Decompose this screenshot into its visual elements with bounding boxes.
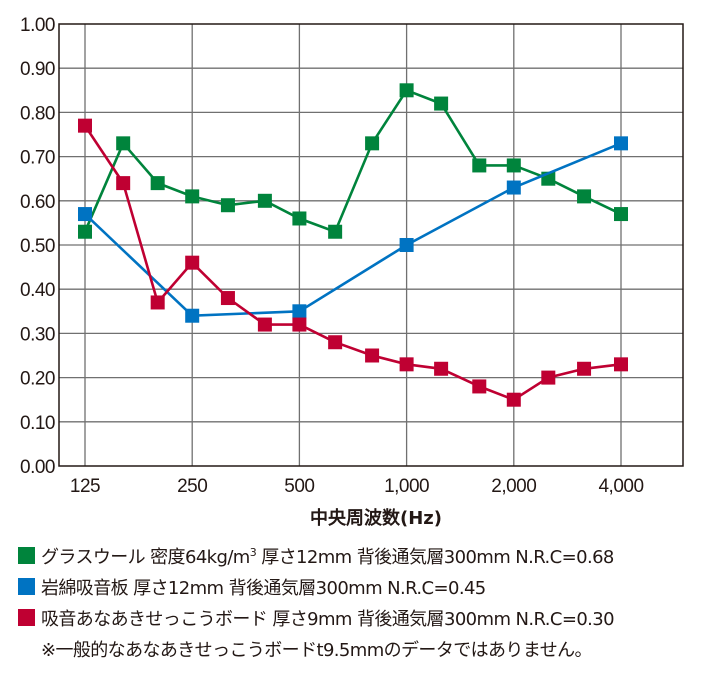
data-point-marker: [78, 118, 92, 133]
legend-label: 岩綿吸音板 厚さ12mm 背後通気層300mm N.R.C=0.45: [41, 577, 486, 599]
y-tick-label: 0.30: [20, 324, 55, 345]
data-point-marker: [472, 379, 487, 394]
data-point-marker: [399, 238, 414, 252]
data-point-marker: [185, 255, 200, 270]
data-point-marker: [257, 317, 272, 332]
data-point-marker: [78, 224, 92, 239]
legend-label: グラスウール 密度64kg/m3 厚さ12mm 背後通気層300mm N.R.C…: [41, 545, 614, 568]
y-tick-label: 0.70: [20, 148, 55, 169]
y-tick-label: 0.90: [20, 59, 55, 80]
y-tick-label: 0.20: [20, 369, 55, 390]
x-tick-label: 125: [70, 476, 100, 497]
legend-swatch-green: [18, 547, 35, 564]
data-point-marker: [506, 180, 521, 195]
x-tick-label: 1,000: [384, 476, 429, 497]
data-point-marker: [614, 136, 628, 151]
data-point-marker: [365, 348, 380, 363]
series-0: [78, 83, 628, 239]
y-tick-label: 0.00: [20, 457, 55, 478]
data-point-marker: [220, 291, 235, 306]
data-point-marker: [399, 83, 414, 98]
x-tick-label: 2,000: [491, 476, 536, 497]
data-point-marker: [577, 361, 592, 376]
data-point-marker: [614, 357, 628, 372]
data-point-marker: [116, 136, 131, 151]
data-point-marker: [434, 361, 449, 376]
data-point-marker: [472, 158, 487, 173]
series-line: [83, 88, 622, 234]
data-point-marker: [328, 224, 343, 239]
data-point-marker: [434, 96, 449, 111]
legend-item-rock-wool-board: 岩綿吸音板 厚さ12mm 背後通気層300mm N.R.C=0.45: [18, 571, 708, 602]
series-group: [78, 83, 628, 407]
legend-note: ※一般的なあなあきせっこうボードt9.5mmのデータではありません。: [18, 633, 708, 664]
x-axis-ticks: 125 250 500 1,000 2,000 4,000: [70, 476, 644, 497]
data-point-marker: [220, 198, 235, 213]
grid-lines: [59, 24, 683, 466]
absorption-chart: 0.00 0.10 0.20 0.30 0.40 0.50 0.60 0.70 0.80 0.90…: [20, 15, 684, 529]
data-point-marker: [328, 335, 343, 350]
data-point-marker: [506, 392, 521, 407]
data-point-marker: [116, 176, 131, 191]
y-tick-label: 0.50: [20, 236, 55, 257]
y-tick-label: 0.80: [20, 103, 55, 124]
data-point-marker: [150, 295, 165, 310]
data-point-marker: [292, 211, 307, 226]
y-tick-label: 0.10: [20, 413, 55, 434]
data-point-marker: [399, 357, 414, 372]
data-point-marker: [577, 189, 592, 204]
y-tick-label: 0.60: [20, 192, 55, 213]
data-point-marker: [78, 207, 92, 222]
x-tick-label: 250: [177, 476, 207, 497]
x-axis-label: 中央周波数(Hz): [310, 507, 442, 529]
x-tick-label: 4,000: [598, 476, 643, 497]
legend-swatch-red: [18, 609, 35, 626]
legend-item-perforated-gypsum-board: 吸音あなあきせっこうボード 厚さ9mm 背後通気層300mm N.R.C=0.3…: [18, 602, 708, 633]
note-text: ※一般的なあなあきせっこうボードt9.5mmのデータではありません。: [41, 639, 593, 661]
series-2: [78, 118, 628, 407]
x-tick-label: 500: [284, 476, 314, 497]
plot-frame: [58, 23, 684, 467]
y-axis-ticks: 0.00 0.10 0.20 0.30 0.40 0.50 0.60 0.70 0.80 0.90…: [20, 15, 55, 478]
data-point-marker: [292, 317, 307, 332]
data-point-marker: [185, 308, 200, 323]
legend: グラスウール 密度64kg/m3 厚さ12mm 背後通気層300mm N.R.C…: [18, 540, 708, 664]
series-line: [83, 124, 622, 402]
legend-label: 吸音あなあきせっこうボード 厚さ9mm 背後通気層300mm N.R.C=0.3…: [41, 608, 615, 630]
y-tick-label: 1.00: [20, 15, 55, 36]
y-tick-label: 0.40: [20, 280, 55, 301]
data-point-marker: [292, 304, 307, 319]
data-point-marker: [185, 189, 200, 204]
data-point-marker: [150, 176, 165, 191]
legend-swatch-blue: [18, 578, 35, 595]
data-point-marker: [614, 207, 628, 222]
series-1: [78, 136, 628, 323]
series-line: [84, 142, 622, 318]
data-point-marker: [506, 158, 521, 173]
data-point-marker: [257, 193, 272, 208]
data-point-marker: [541, 370, 556, 385]
data-point-marker: [365, 136, 380, 151]
legend-item-glass-wool: グラスウール 密度64kg/m3 厚さ12mm 背後通気層300mm N.R.C…: [18, 540, 708, 571]
